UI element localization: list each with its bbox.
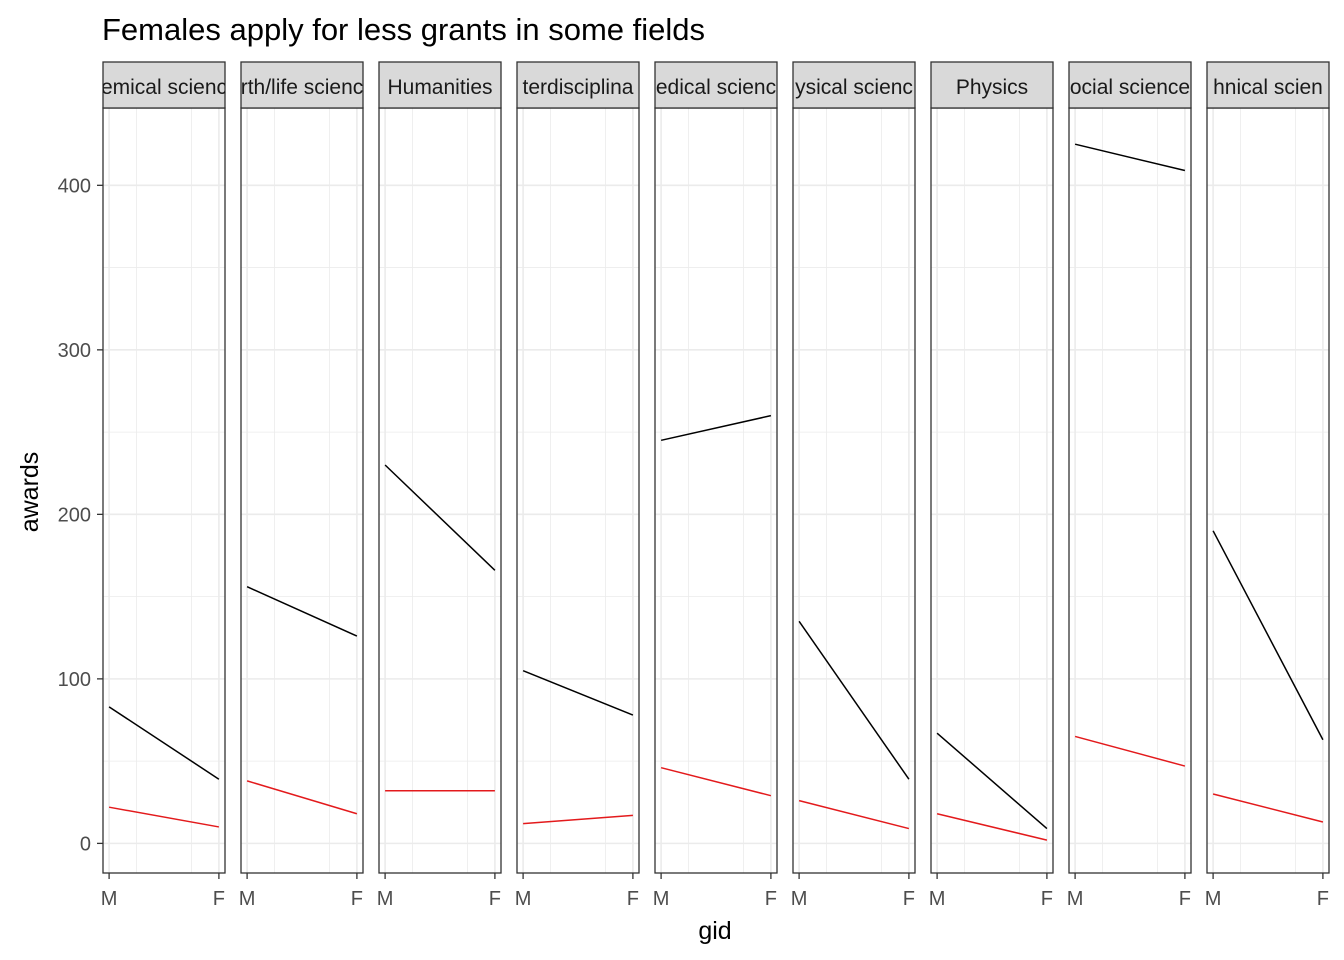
facet-strip [516, 61, 640, 109]
x-tick-label: F [489, 888, 501, 910]
series-line-upper [660, 414, 772, 442]
x-tick-label: M [929, 888, 946, 910]
facet-strip [654, 61, 778, 109]
x-tick-label: F [903, 888, 915, 910]
x-tick-label: F [351, 888, 363, 910]
x-axis-title: gid [698, 917, 731, 945]
x-tick-label: F [213, 888, 225, 910]
facet-strip-label: ocial science [1070, 76, 1190, 99]
y-tick-label: 300 [58, 340, 91, 362]
facet-strip-label: terdisciplina [523, 76, 634, 99]
x-tick-label: F [1179, 888, 1191, 910]
series-line-lower [798, 799, 910, 830]
x-tick-label: F [627, 888, 639, 910]
y-tick-label: 400 [58, 175, 91, 197]
facet-strip-label: Physics [956, 76, 1028, 99]
facet-strip [930, 61, 1054, 109]
panel-background [931, 108, 1053, 873]
series-line-lower [246, 780, 358, 815]
series-line-lower [108, 806, 220, 828]
x-tick-label: F [1317, 888, 1329, 910]
series-line-upper [108, 706, 220, 780]
facet-strip [102, 61, 226, 109]
x-tick-label: M [653, 888, 670, 910]
facet-strip-label: edical scienc [656, 76, 776, 99]
chart-title: Females apply for less grants in some fi… [102, 12, 705, 47]
x-tick-label: M [377, 888, 394, 910]
facet-panel: ysical scienc M F [791, 61, 916, 910]
facet-strip [240, 61, 364, 109]
x-tick-label: M [1067, 888, 1084, 910]
facet-strip [1206, 61, 1330, 109]
facet-strip [378, 61, 502, 109]
facet-panel: Physics M F [929, 61, 1054, 910]
series-line-lower [660, 766, 772, 797]
facet-panel: hnical scien M F [1205, 61, 1330, 910]
x-tick-label: M [101, 888, 118, 910]
series-line-upper [1212, 530, 1324, 741]
facet-strip-label: rth/life scienc [241, 76, 364, 99]
y-tick-label: 200 [58, 504, 91, 526]
facet-strip-label: emical scienc [101, 76, 227, 99]
series-line-upper [384, 464, 496, 571]
x-tick-label: M [1205, 888, 1222, 910]
panel-background [517, 108, 639, 873]
series-line-upper [1074, 143, 1186, 172]
facet-panel: edical scienc M F [653, 61, 778, 910]
series-line-upper [936, 732, 1048, 830]
series-line-lower [936, 813, 1048, 841]
panel-background [655, 108, 777, 873]
facet-panel: emical scienc M F [101, 61, 227, 910]
facet-strip [792, 61, 916, 109]
x-tick-label: F [1041, 888, 1053, 910]
facet-panel: rth/life scienc M F [239, 61, 364, 910]
series-line-upper [246, 586, 358, 637]
y-tick-label: 0 [80, 833, 91, 855]
panel-background [1207, 108, 1329, 873]
x-tick-label: M [515, 888, 532, 910]
series-line-upper [798, 620, 910, 780]
y-tick-label: 100 [58, 669, 91, 691]
x-tick-label: M [239, 888, 256, 910]
panel-background [1069, 108, 1191, 873]
panel-background [379, 108, 501, 873]
panel-background [241, 108, 363, 873]
facet-panel: ocial science M F [1067, 61, 1192, 910]
y-axis-title: awards [16, 452, 44, 533]
facet-strip-label: Humanities [387, 76, 492, 99]
facet-panel: Humanities M F [377, 61, 502, 910]
series-line-lower [1074, 735, 1186, 767]
panel-background [103, 108, 225, 873]
x-tick-label: M [791, 888, 808, 910]
x-tick-label: F [765, 888, 777, 910]
facet-strip [1068, 61, 1192, 109]
series-line-lower [1212, 793, 1324, 823]
panel-background [793, 108, 915, 873]
series-line-upper [522, 669, 634, 716]
facet-panel: terdisciplina M F [515, 61, 640, 910]
series-line-lower [523, 814, 633, 825]
facet-strip-label: hnical scien [1213, 76, 1323, 99]
facet-strip-label: ysical scienc [795, 76, 913, 99]
